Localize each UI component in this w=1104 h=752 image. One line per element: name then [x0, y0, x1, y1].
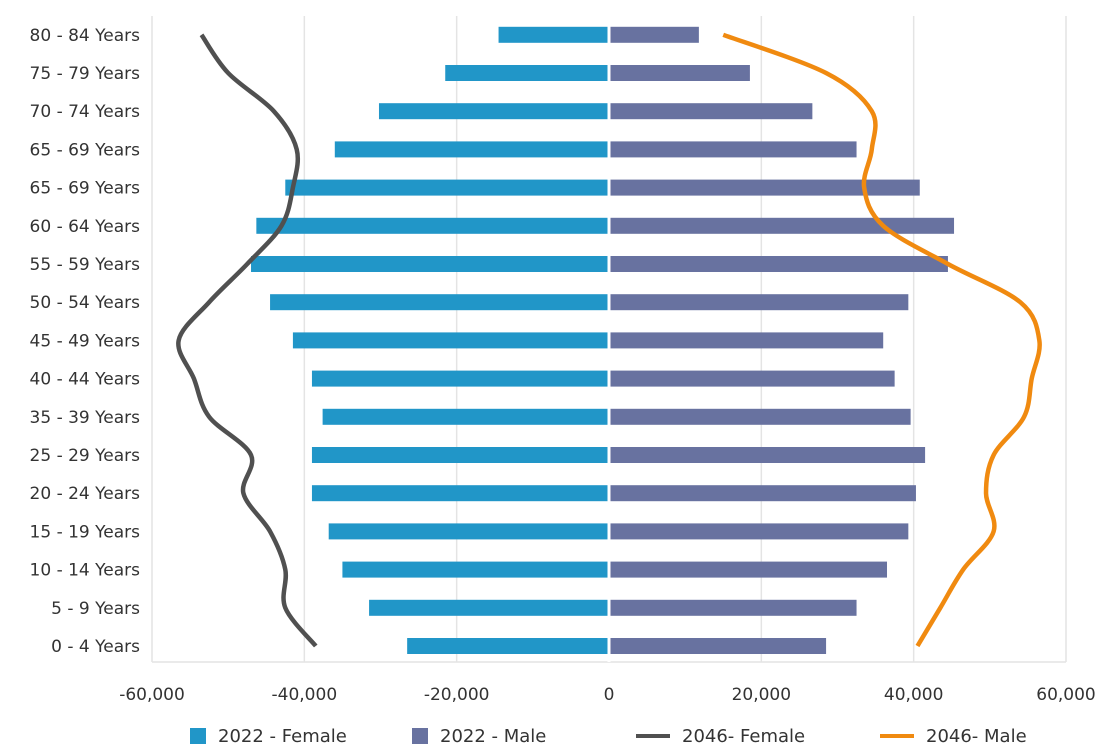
y-tick-label: 70 - 74 Years: [30, 102, 141, 122]
legend-swatch: [412, 728, 428, 744]
x-tick-label: -20,000: [424, 685, 490, 705]
bar: [609, 523, 909, 540]
bar: [311, 485, 609, 502]
y-tick-label: 45 - 49 Years: [30, 331, 141, 351]
y-tick-label: 0 - 4 Years: [51, 637, 140, 657]
y-tick-label: 25 - 29 Years: [30, 446, 141, 466]
bar: [311, 370, 609, 387]
bar: [407, 638, 609, 654]
x-tick-label: 20,000: [732, 685, 791, 705]
y-tick-label: 75 - 79 Years: [30, 64, 141, 84]
legend-label: 2046- Female: [682, 726, 805, 747]
line-layer: [176, 32, 1042, 648]
bar: [285, 179, 609, 196]
bar: [609, 408, 911, 425]
y-tick-label: 65 - 69 Years: [30, 179, 141, 199]
bar: [342, 561, 609, 578]
y-tick-label: 35 - 39 Years: [30, 408, 141, 428]
bar: [609, 141, 857, 158]
x-tick-label: -60,000: [119, 685, 185, 705]
bar: [292, 332, 609, 349]
series-line: [722, 32, 1042, 648]
bar: [609, 217, 955, 234]
bar: [369, 599, 609, 616]
bar: [251, 256, 609, 272]
bar: [609, 332, 884, 349]
y-tick-label: 15 - 19 Years: [30, 522, 141, 542]
bar: [609, 103, 813, 120]
x-tick-label: -40,000: [272, 685, 338, 705]
bar: [609, 561, 888, 578]
legend-layer: 2022 - Female 2022 - Male 2046- Female 2046…: [190, 726, 1027, 747]
bar: [311, 447, 609, 463]
legend-label: 2022 - Female: [218, 726, 347, 747]
bar: [609, 294, 909, 311]
bar: [378, 103, 609, 120]
y-tick-label: 65 - 69 Years: [30, 140, 141, 160]
y-tick-label: 80 - 84 Years: [30, 26, 141, 46]
x-tick-label: 0: [604, 685, 615, 705]
bar: [256, 217, 609, 234]
bar: [609, 447, 926, 463]
y-tick-label: 20 - 24 Years: [30, 484, 141, 504]
y-tick-label: 60 - 64 Years: [30, 217, 141, 237]
bar: [609, 179, 920, 196]
bar: [609, 599, 857, 616]
x-tick-label: 60,000: [1036, 685, 1095, 705]
legend-label: 2022 - Male: [440, 726, 546, 747]
y-tick-label: 50 - 54 Years: [30, 293, 141, 313]
series-line: [176, 33, 318, 648]
bar: [609, 370, 895, 387]
bar: [609, 485, 916, 502]
axis-layer: 0 - 4 Years 5 - 9 Years 10 - 14 Years 15 - …: [30, 26, 1096, 705]
bar: [609, 256, 948, 272]
legend-label: 2046- Male: [926, 726, 1027, 747]
x-tick-label: 40,000: [884, 685, 943, 705]
bar: [609, 638, 827, 654]
bar: [270, 294, 609, 311]
bar: [445, 65, 609, 81]
bar: [609, 26, 699, 43]
bar: [328, 523, 609, 540]
bar: [498, 26, 609, 43]
y-tick-label: 55 - 59 Years: [30, 255, 141, 275]
y-tick-label: 10 - 14 Years: [30, 561, 141, 581]
bar-layer: [251, 16, 955, 662]
legend-swatch: [190, 728, 206, 744]
bar: [334, 141, 609, 158]
bar: [322, 408, 609, 425]
y-tick-label: 5 - 9 Years: [51, 599, 140, 619]
y-tick-label: 40 - 44 Years: [30, 370, 141, 390]
bar: [609, 65, 750, 81]
